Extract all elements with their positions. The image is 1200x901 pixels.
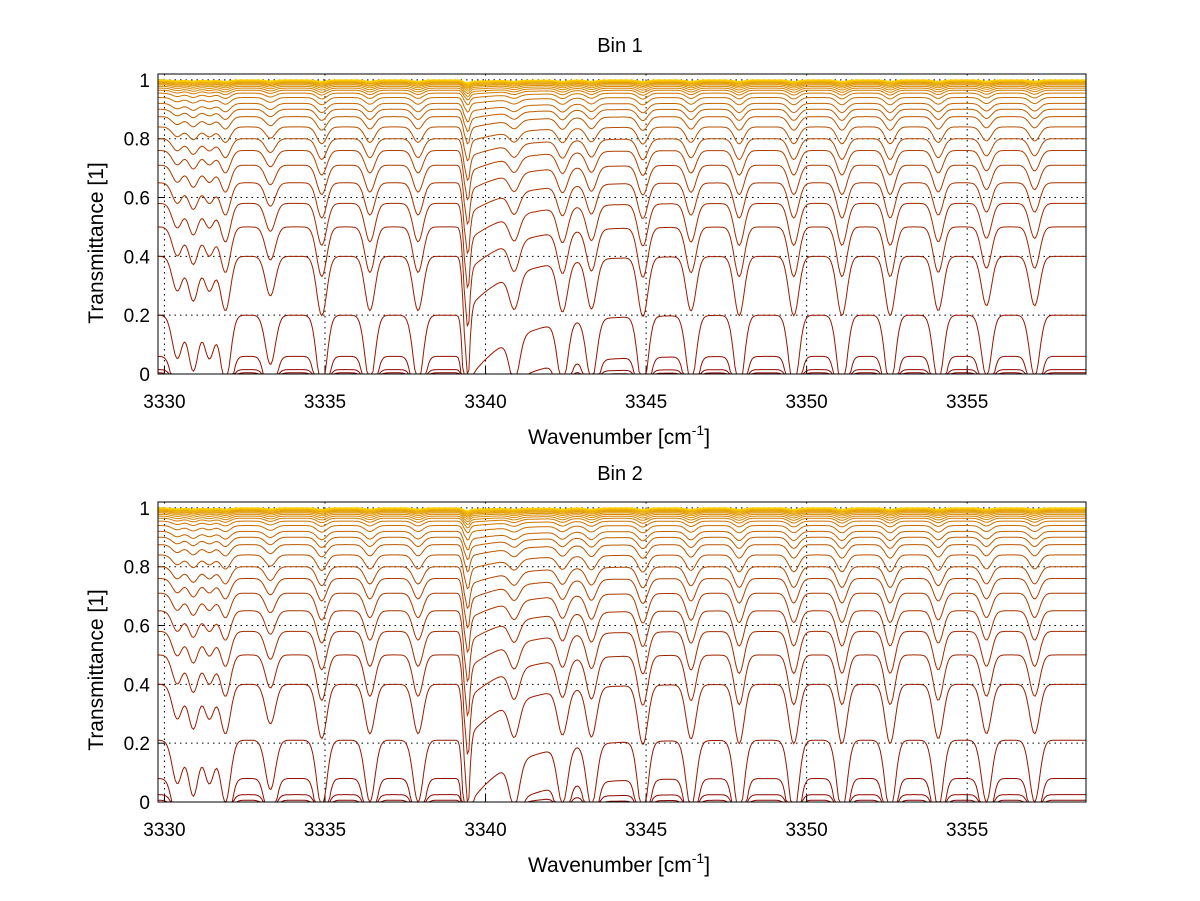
spectrum-line xyxy=(158,82,1086,89)
spectrum-line xyxy=(158,83,1086,90)
x-tick-label: 3340 xyxy=(464,392,506,413)
spectrum-line xyxy=(157,182,1086,255)
x-axis-label: Wavenumber [cm-1] xyxy=(528,850,710,877)
spectrum-line xyxy=(158,512,1086,520)
spectrum-line xyxy=(158,739,1086,804)
x-axis-label: Wavenumber [cm-1] xyxy=(528,422,710,449)
spectrum-line xyxy=(158,525,1086,541)
y-tick-label: 0.8 xyxy=(124,130,150,151)
spectrum-line xyxy=(158,102,1086,123)
spectrum-line xyxy=(158,116,1086,145)
x-tick-label: 3355 xyxy=(946,820,988,841)
y-tick-label: 0 xyxy=(139,365,150,386)
spectrum-line xyxy=(158,517,1086,529)
x-tick-labels: 3330 3335 3340 3345 3350 3355 xyxy=(143,820,988,841)
spectrum-line xyxy=(158,536,1086,561)
spectrum-line xyxy=(157,610,1086,683)
x-tick-label: 3335 xyxy=(304,820,346,841)
spectrum-line xyxy=(157,314,1086,375)
x-tick-label: 3345 xyxy=(625,392,667,413)
y-tick-label: 0.4 xyxy=(124,247,151,268)
spectrum-line xyxy=(158,578,1086,629)
x-tick-label: 3330 xyxy=(143,820,185,841)
spectrum-line xyxy=(158,108,1086,133)
spectrum-line xyxy=(158,592,1086,654)
spectrum-line xyxy=(157,202,1086,290)
spectrum-line xyxy=(158,511,1086,518)
spectrum-line xyxy=(158,530,1086,551)
spectrum-line xyxy=(158,87,1086,98)
spectrum-line xyxy=(158,683,1086,803)
spectrum-line xyxy=(157,554,1086,590)
spectrum-line xyxy=(158,544,1086,573)
spectrum-line xyxy=(158,513,1086,523)
x-tick-label: 3350 xyxy=(785,392,827,413)
y-tick-label: 1 xyxy=(139,499,150,520)
spectrum-line xyxy=(158,255,1086,375)
spectrum-line xyxy=(158,138,1086,182)
spectrum-line xyxy=(158,510,1086,517)
y-axis-label: Transmittance [1] xyxy=(85,589,108,750)
spectrum-line xyxy=(158,226,1086,327)
spectrum-line xyxy=(158,515,1086,526)
spectrum-line xyxy=(158,509,1086,515)
y-axis-label: Transmittance [1] xyxy=(85,162,108,323)
y-tick-label: 1 xyxy=(139,71,150,92)
spectrum-line xyxy=(158,654,1086,755)
subplot-title: Bin 2 xyxy=(597,463,643,485)
y-tick-label: 0.2 xyxy=(124,734,150,755)
y-tick-label: 0.6 xyxy=(124,617,150,638)
y-tick-label: 0.6 xyxy=(124,189,150,210)
series-group xyxy=(157,507,1086,804)
spectrum-line xyxy=(158,507,1086,512)
axes-frame xyxy=(157,501,1087,803)
subplot-bin-1: Bin 1 0 0.2 0.4 0.6 0.8 1 3330 3335 3340 3345 335… xyxy=(85,35,1087,449)
axes-frame xyxy=(157,73,1087,375)
x-tick-label: 3345 xyxy=(625,820,667,841)
y-tick-label: 0.4 xyxy=(124,675,151,696)
x-tick-labels: 3330 3335 3340 3345 3350 3355 xyxy=(143,392,988,413)
spectrum-line xyxy=(157,630,1086,718)
spectrum-line xyxy=(158,79,1086,84)
spectrum-line xyxy=(158,89,1086,101)
spectrum-line xyxy=(158,566,1086,610)
subplot-title: Bin 1 xyxy=(597,35,643,57)
spectrum-line xyxy=(158,97,1086,113)
spectrum-line xyxy=(158,84,1086,92)
spectrum-line xyxy=(158,164,1086,226)
subplot-bin-2: Bin 2 0 0.2 0.4 0.6 0.8 1 3330 3335 3340 3345 335… xyxy=(85,463,1087,877)
spectrum-line xyxy=(158,520,1086,534)
y-tick-label: 0.2 xyxy=(124,306,150,327)
x-tick-label: 3330 xyxy=(143,392,185,413)
y-tick-labels: 0 0.2 0.4 0.6 0.8 1 xyxy=(124,499,151,814)
x-tick-label: 3335 xyxy=(304,392,346,413)
x-tick-label: 3350 xyxy=(785,820,827,841)
spectrum-line xyxy=(158,92,1086,106)
spectrum-line xyxy=(158,150,1086,201)
x-tick-label: 3340 xyxy=(464,820,506,841)
spectrum-line xyxy=(157,126,1086,162)
spectrum-line xyxy=(158,85,1086,95)
y-tick-label: 0 xyxy=(139,793,150,814)
y-tick-labels: 0 0.2 0.4 0.6 0.8 1 xyxy=(124,71,151,386)
spectrum-line xyxy=(158,81,1086,87)
y-tick-label: 0.8 xyxy=(124,558,150,579)
x-tick-label: 3355 xyxy=(946,392,988,413)
